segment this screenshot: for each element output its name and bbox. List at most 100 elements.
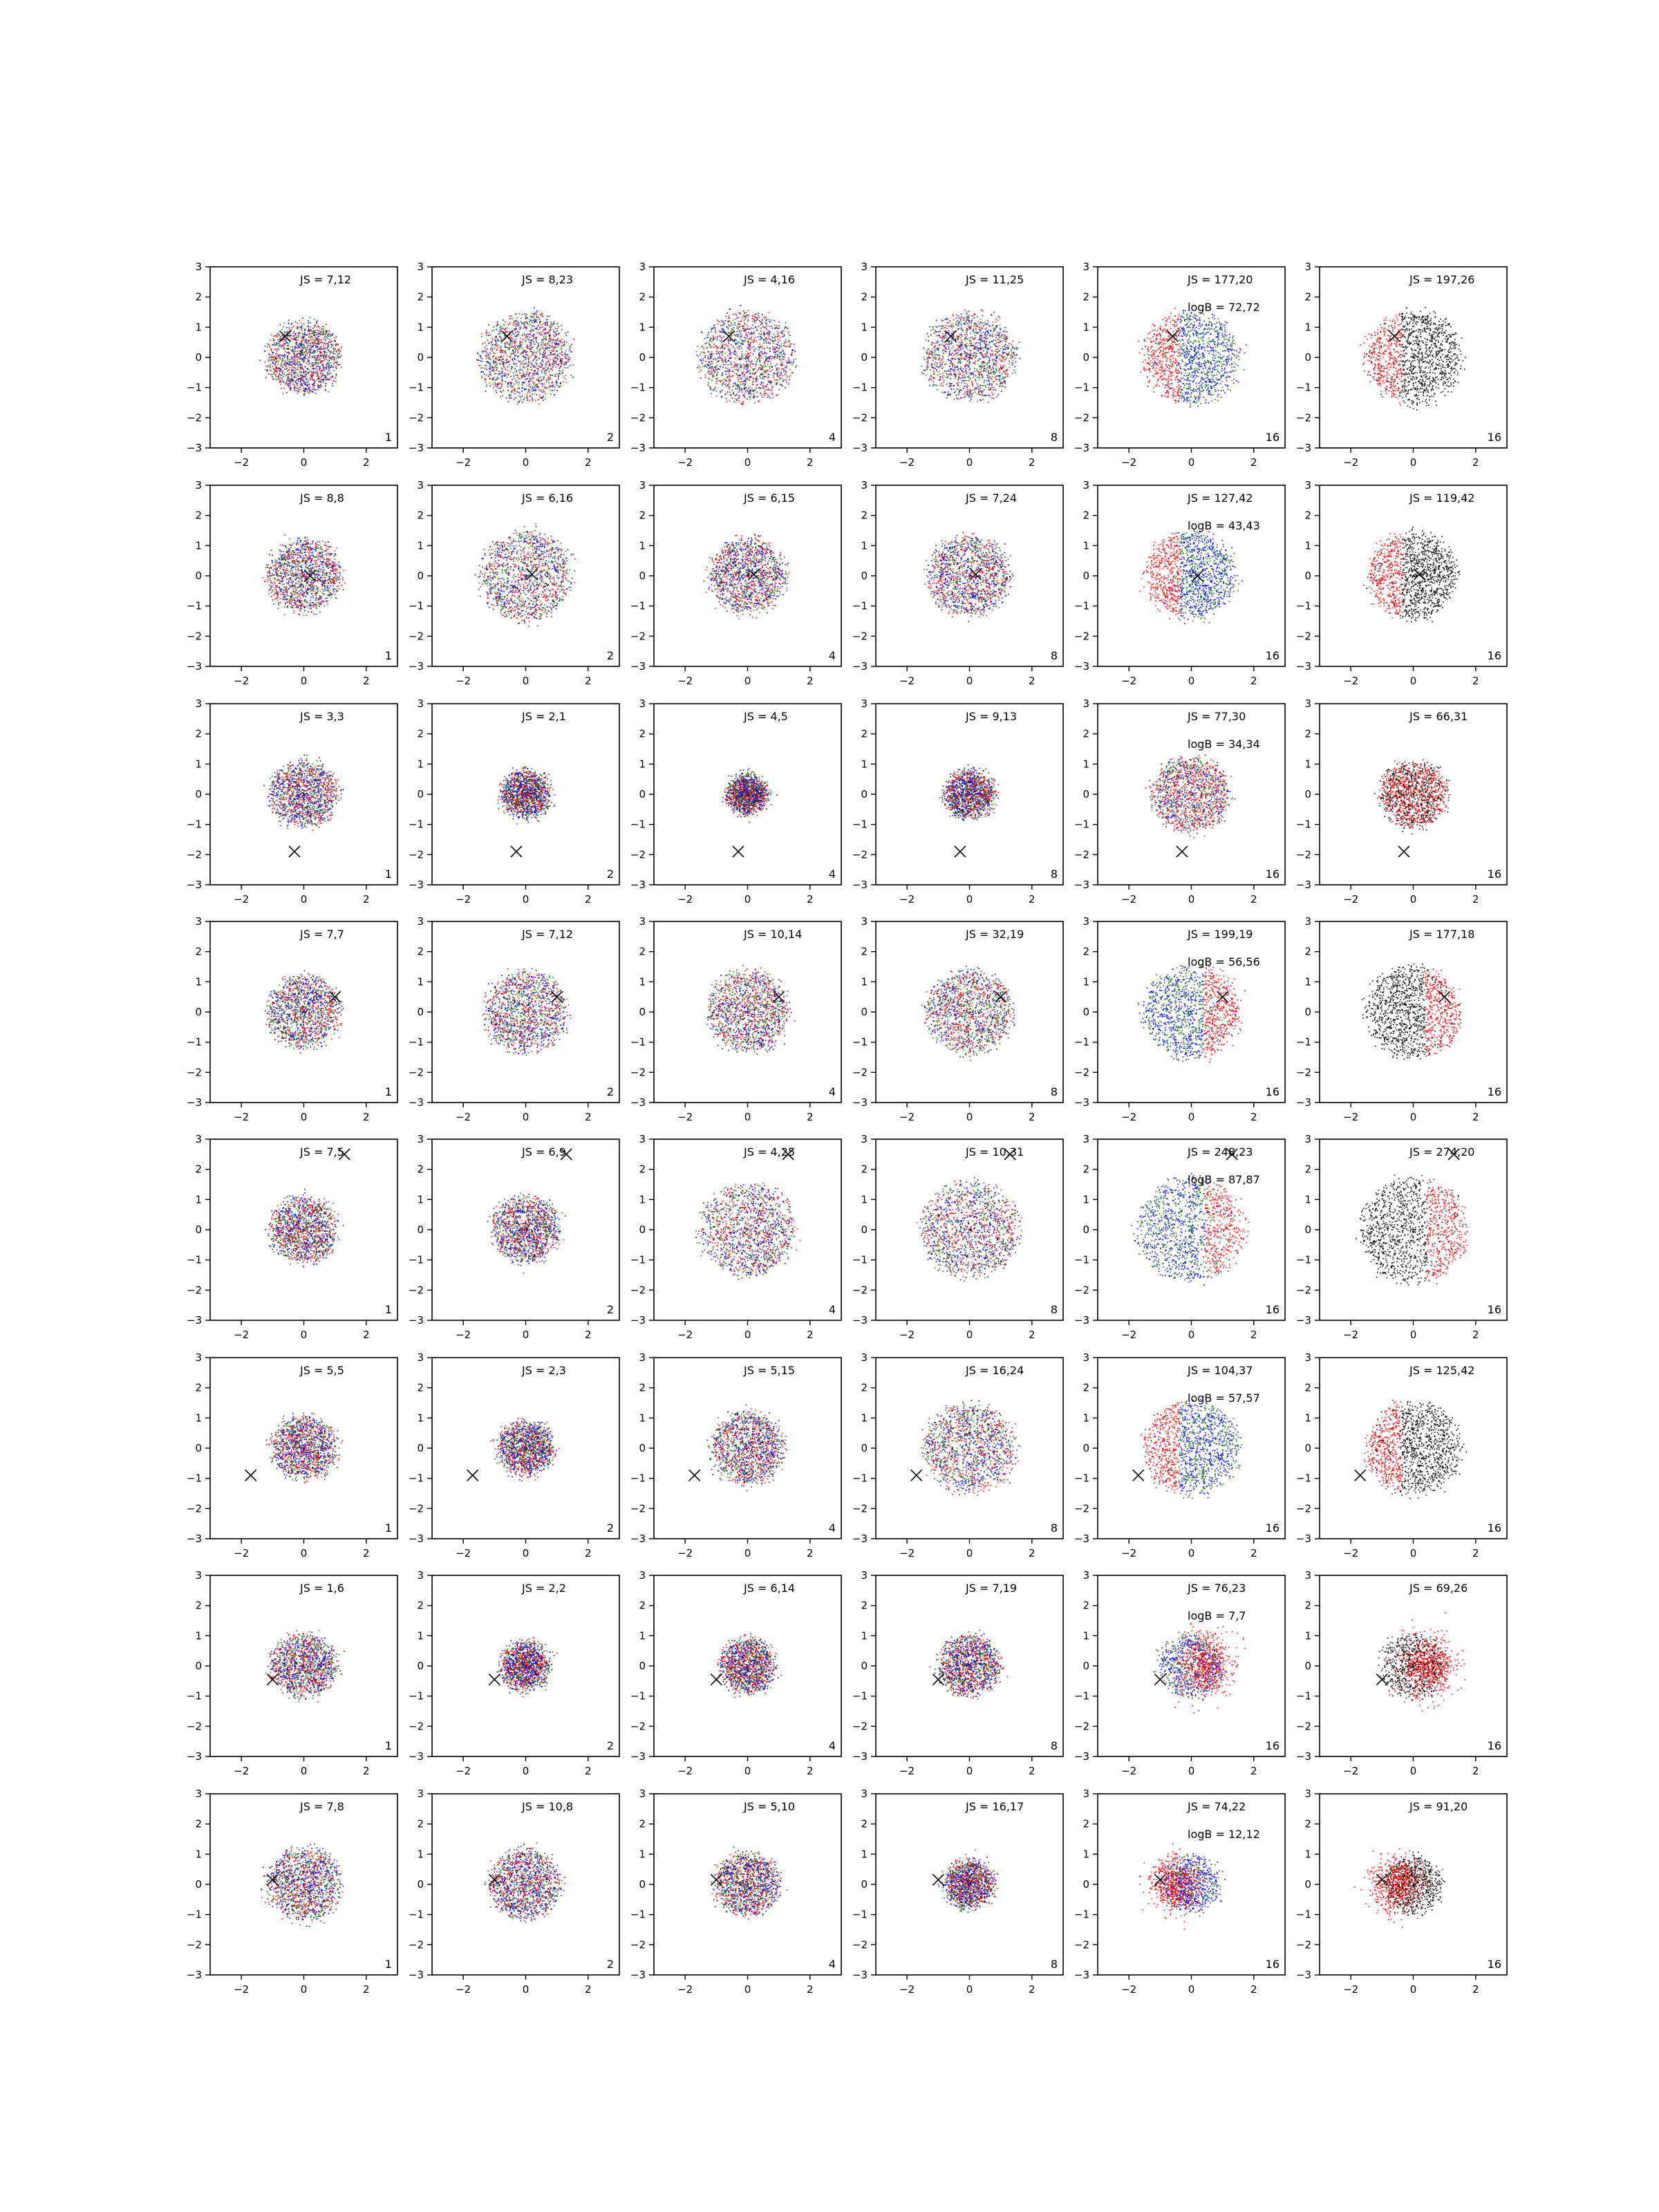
scatter-point <box>283 382 284 383</box>
scatter-point <box>268 359 270 360</box>
scatter-point <box>941 339 943 340</box>
scatter-point <box>730 355 731 356</box>
scatter-point <box>514 334 515 335</box>
scatter-point <box>936 371 937 372</box>
scatter-point <box>738 324 740 325</box>
scatter-point <box>965 396 966 397</box>
scatter-point <box>758 317 760 318</box>
scatter-point <box>968 359 970 360</box>
scatter-point <box>310 350 311 352</box>
scatter-point <box>529 334 531 335</box>
scatter-point <box>1006 331 1008 332</box>
scatter-point <box>734 354 735 355</box>
scatter-point <box>506 361 507 362</box>
scatter-point <box>708 355 709 357</box>
scatter-point <box>519 393 521 394</box>
scatter-point <box>751 318 753 319</box>
scatter-point <box>756 387 757 388</box>
scatter-point <box>735 315 737 316</box>
scatter-point <box>278 357 279 359</box>
scatter-point <box>752 384 753 385</box>
scatter-point <box>708 332 709 333</box>
scatter-point <box>309 389 310 391</box>
scatter-point <box>978 339 980 341</box>
scatter-point <box>1000 358 1001 359</box>
scatter-point <box>319 385 320 386</box>
scatter-point <box>513 385 514 386</box>
scatter-point <box>549 379 550 380</box>
scatter-point <box>274 335 275 337</box>
scatter-point <box>955 338 956 339</box>
scatter-point <box>514 393 516 395</box>
scatter-point <box>737 356 738 357</box>
scatter-point <box>960 337 962 339</box>
scatter-point <box>1002 378 1004 379</box>
scatter-point <box>272 359 274 361</box>
scatter-point <box>543 324 544 325</box>
scatter-point <box>548 365 550 366</box>
scatter-point <box>292 367 294 368</box>
scatter-point <box>726 398 727 400</box>
scatter-point <box>787 362 788 364</box>
scatter-point <box>765 376 767 377</box>
scatter-point <box>281 329 283 330</box>
scatter-point <box>299 320 301 321</box>
scatter-point <box>282 366 283 368</box>
scatter-point <box>746 361 747 362</box>
scatter-point <box>539 391 541 392</box>
scatter-point <box>930 350 931 352</box>
scatter-point <box>284 354 285 355</box>
scatter-point <box>500 373 502 374</box>
scatter-point <box>986 324 987 325</box>
scatter-point <box>931 353 932 355</box>
scatter-point <box>297 327 299 328</box>
scatter-point <box>511 335 512 336</box>
scatter-point <box>288 374 289 375</box>
scatter-point <box>504 375 505 376</box>
scatter-point <box>498 331 500 332</box>
scatter-point <box>987 384 988 385</box>
scatter-point <box>999 368 1000 369</box>
scatter-point <box>496 362 498 364</box>
scatter-point <box>765 352 766 353</box>
scatter-point <box>327 335 328 336</box>
scatter-point <box>489 373 491 374</box>
scatter-point <box>550 345 551 346</box>
scatter-point <box>941 328 942 330</box>
scatter-point <box>509 332 510 333</box>
scatter-point <box>489 371 491 373</box>
scatter-point <box>717 380 718 382</box>
scatter-point <box>284 357 285 359</box>
scatter-point <box>309 387 310 388</box>
scatter-point <box>316 323 317 324</box>
scatter-point <box>789 362 791 364</box>
scatter-point <box>739 388 740 390</box>
scatter-point <box>561 366 562 367</box>
scatter-point <box>301 372 302 373</box>
scatter-point <box>558 326 559 328</box>
scatter-point <box>735 364 736 365</box>
scatter-point <box>304 393 306 395</box>
scatter-point <box>543 352 545 353</box>
scatter-point <box>970 353 971 354</box>
scatter-point <box>569 348 570 349</box>
scatter-point <box>532 346 533 348</box>
scatter-point <box>759 339 760 341</box>
scatter-point <box>719 351 720 353</box>
scatter-point <box>981 310 982 311</box>
scatter-point <box>338 357 339 359</box>
scatter-point <box>1000 365 1002 366</box>
scatter-point <box>321 364 323 366</box>
scatter-point <box>957 388 958 390</box>
scatter-point <box>715 367 716 368</box>
scatter-point <box>294 384 295 386</box>
scatter-point <box>272 379 274 380</box>
scatter-point <box>749 370 750 371</box>
scatter-point <box>518 388 519 389</box>
scatter-point <box>789 346 791 347</box>
scatter-point <box>541 339 543 341</box>
scatter-point <box>782 350 783 351</box>
scatter-point <box>715 337 717 338</box>
scatter-point <box>751 347 753 348</box>
scatter-point <box>745 382 747 384</box>
